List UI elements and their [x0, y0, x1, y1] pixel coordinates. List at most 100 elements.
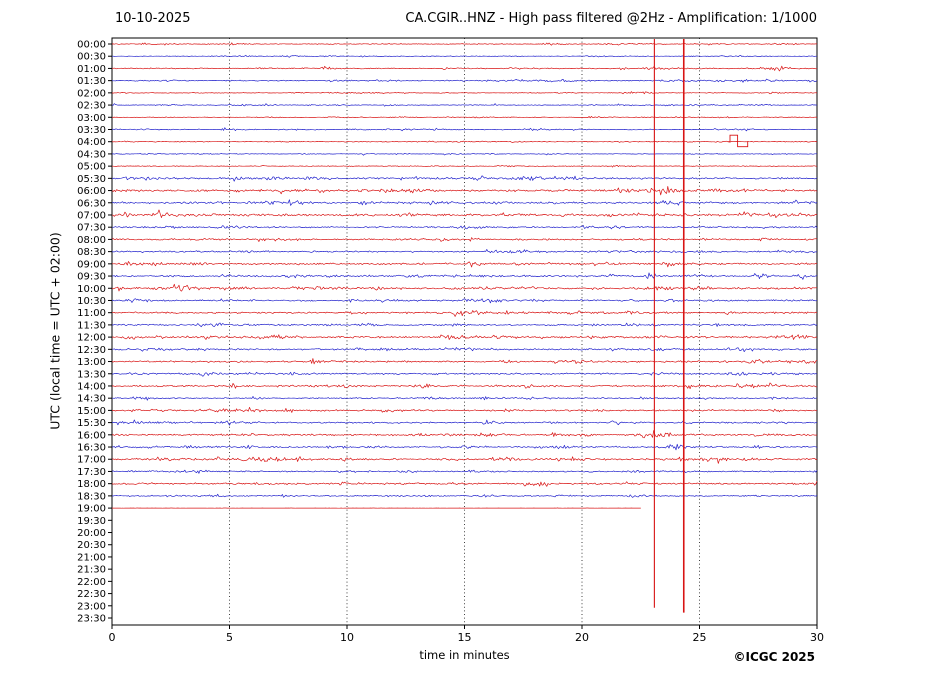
- trace-row-01:30: [111, 78, 818, 83]
- trace-row-15:00: [111, 406, 818, 413]
- trace-row-17:00: [111, 456, 818, 464]
- trace-row-04:00: [111, 140, 818, 143]
- y-tick-label: 04:00: [77, 137, 106, 148]
- trace-row-08:30: [111, 249, 818, 254]
- y-tick-label: 18:00: [77, 479, 106, 490]
- trace-row-02:30: [111, 103, 818, 107]
- trace-row-16:00: [111, 430, 818, 439]
- y-tick-label: 22:30: [77, 589, 106, 600]
- trace-row-12:30: [111, 347, 818, 353]
- x-tick-label: 0: [109, 631, 116, 644]
- x-tick-label: 30: [810, 631, 824, 644]
- plot-border: [111, 37, 818, 626]
- date-label: 10-10-2025: [115, 11, 191, 26]
- y-tick-label: 15:30: [77, 418, 106, 429]
- trace-row-00:00: [111, 42, 817, 46]
- trace-row-04:30: [111, 152, 817, 156]
- y-tick-label: 16:30: [77, 443, 106, 454]
- y-tick-label: 01:30: [77, 76, 106, 87]
- y-tick-label: 03:00: [77, 113, 106, 124]
- trace-row-17:30: [111, 469, 818, 474]
- y-tick-label: 00:30: [77, 52, 106, 63]
- trace-row-15:30: [111, 419, 818, 426]
- trace-row-16:30: [111, 443, 818, 451]
- y-tick-label: 04:30: [77, 149, 106, 160]
- y-tick-label: 19:30: [77, 516, 106, 527]
- y-tick-label: 10:30: [77, 296, 106, 307]
- y-tick-label: 05:00: [77, 162, 106, 173]
- y-tick-label: 02:30: [77, 101, 106, 112]
- y-tick-label: 06:00: [77, 186, 106, 197]
- y-tick-label: 05:30: [77, 174, 106, 185]
- trace-row-00:30: [112, 54, 817, 58]
- trace-row-03:00: [111, 116, 818, 119]
- y-tick-label: 17:00: [77, 455, 106, 466]
- y-tick-label: 03:30: [77, 125, 106, 136]
- x-tick-label: 10: [340, 631, 354, 644]
- y-tick-label: 07:00: [77, 210, 106, 221]
- y-tick-label: 10:00: [77, 284, 106, 295]
- trace-row-18:00: [111, 481, 818, 487]
- trace-row-07:00: [111, 209, 818, 219]
- trace-row-11:30: [111, 322, 818, 328]
- trace-row-10:30: [111, 298, 818, 304]
- y-tick-label: 21:30: [77, 565, 106, 576]
- copyright-label: ©ICGC 2025: [733, 650, 815, 664]
- y-tick-label: 14:30: [77, 394, 106, 405]
- y-tick-label: 23:30: [77, 614, 106, 625]
- x-axis-label: time in minutes: [419, 648, 510, 662]
- y-tick-label: 19:00: [77, 504, 106, 515]
- y-tick-label: 08:30: [77, 247, 106, 258]
- trace-row-06:00: [111, 186, 818, 196]
- trace-row-14:00: [111, 382, 818, 390]
- trace-row-02:00: [111, 91, 818, 95]
- chart-title: CA.CGIR..HNZ - High pass filtered @2Hz -…: [405, 11, 817, 26]
- y-tick-label: 20:00: [77, 528, 106, 539]
- calibration-pulse: [727, 134, 749, 148]
- y-tick-label: 11:00: [77, 308, 106, 319]
- x-tick-label: 15: [458, 631, 472, 644]
- trace-row-08:00: [111, 237, 818, 242]
- trace-row-07:30: [111, 225, 818, 230]
- y-tick-label: 12:00: [77, 333, 106, 344]
- trace-row-09:30: [111, 272, 818, 280]
- trace-row-18:30: [111, 493, 818, 498]
- y-tick-label: 11:30: [77, 320, 106, 331]
- trace-row-10:00: [111, 283, 818, 292]
- y-tick-label: 08:00: [77, 235, 106, 246]
- y-tick-label: 21:00: [77, 552, 106, 563]
- y-tick-label: 02:00: [77, 88, 106, 99]
- trace-row-14:30: [112, 396, 818, 401]
- y-tick-label: 23:00: [77, 601, 106, 612]
- y-tick-label: 06:30: [77, 198, 106, 209]
- trace-row-01:00: [111, 65, 818, 72]
- y-tick-label: 13:00: [77, 357, 106, 368]
- trace-row-13:30: [111, 371, 818, 377]
- y-tick-label: 20:30: [77, 540, 106, 551]
- y-tick-label: 09:00: [77, 259, 106, 270]
- trace-row-13:00: [111, 358, 818, 365]
- y-tick-label: 12:30: [77, 345, 106, 356]
- y-tick-label: 17:30: [77, 467, 106, 478]
- trace-row-05:30: [111, 175, 818, 182]
- x-tick-label: 5: [226, 631, 233, 644]
- y-tick-label: 07:30: [77, 223, 106, 234]
- x-tick-label: 25: [693, 631, 707, 644]
- y-tick-label: 22:00: [77, 577, 106, 588]
- y-tick-label: 14:00: [77, 381, 106, 392]
- y-tick-label: 09:30: [77, 272, 106, 283]
- trace-row-12:00: [111, 334, 818, 340]
- trace-row-03:30: [111, 127, 818, 132]
- y-tick-label: 13:30: [77, 369, 106, 380]
- trace-row-09:00: [112, 261, 818, 268]
- y-tick-label: 00:00: [77, 40, 106, 51]
- y-tick-label: 16:00: [77, 430, 106, 441]
- trace-row-05:00: [111, 165, 817, 168]
- trace-row-06:30: [111, 199, 818, 206]
- y-tick-label: 18:30: [77, 491, 106, 502]
- y-tick-label: 15:00: [77, 406, 106, 417]
- x-tick-label: 20: [575, 631, 589, 644]
- y-tick-label: 01:00: [77, 64, 106, 75]
